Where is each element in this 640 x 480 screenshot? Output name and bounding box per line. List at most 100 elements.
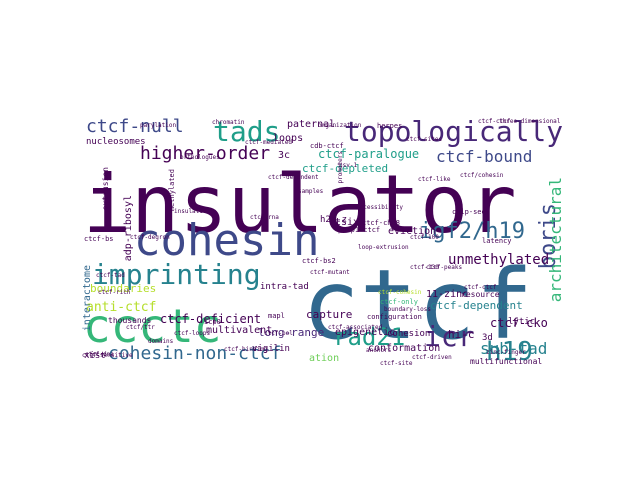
word-interactome: interactome — [82, 265, 93, 332]
word-architectural: architectural — [546, 177, 563, 303]
word-ctcf-mutant: ctcf-mutant — [310, 269, 350, 276]
word-ctcf-driven: ctcf-driven — [412, 354, 452, 361]
word-tsix: tsix — [335, 217, 360, 228]
word-chromatin: chromatin — [212, 119, 245, 126]
word-vigilin: vigilin — [252, 344, 290, 354]
word-samples: samples — [298, 188, 324, 195]
word-lytic: lytic — [508, 317, 536, 327]
word-ctcf-dependent-2: ctcf-dependent — [268, 174, 319, 181]
word-higher-order: higher-order — [140, 143, 271, 164]
word-insulated: insulated — [174, 208, 207, 215]
word-ctcf-bound: ctcf-bound — [436, 147, 533, 166]
word-ctcf-like: ctcf-like — [418, 176, 451, 183]
word-methylated: methylated — [168, 169, 176, 212]
word-unmethylated: unmethylated — [448, 252, 550, 268]
word-ctcf-dna: ctcf-dna — [85, 351, 114, 358]
word-domains: domains — [148, 338, 174, 345]
word-promoters: promoters — [337, 151, 344, 184]
word-cohesin-non-ctcf: cohesin-non-ctcf — [108, 343, 282, 364]
word-paternal: paternal — [287, 119, 336, 130]
word-icp0: icp0 — [204, 318, 221, 326]
word-adp-ribosyl: adp-ribosyl — [123, 195, 134, 262]
word-chip-seq: chip-seq — [452, 208, 486, 216]
word-long-range: long-range — [258, 326, 325, 339]
word-thousands: thousands — [108, 316, 152, 325]
word-epigenetic: epigenetic — [335, 327, 396, 338]
word-ctcf-deficient: ctcf-deficient — [160, 312, 262, 326]
word-ctcf-mediated: ctcf-mediated — [245, 139, 292, 146]
word-ctcf-degron: ctcf-degron — [130, 234, 170, 241]
word-ctcf-bs: ctcf-bs — [84, 235, 114, 243]
word-ctcf-bs2: ctcf-bs2 — [302, 257, 336, 265]
word-loops: loops — [273, 133, 304, 144]
word-boundary-loss: boundary-loss — [384, 306, 431, 313]
word-resource: resource — [461, 290, 500, 299]
word-cdb-ctcf: cdb-ctcf — [310, 142, 344, 150]
word-three-dimensional: three-dimensional — [499, 118, 561, 125]
word-cohesion: cohesion — [387, 329, 431, 339]
word-ctcf-tad: ctcf-tad — [96, 272, 125, 279]
word-ctcf-site: ctcf-site — [380, 360, 413, 366]
word-ctcf-paralogue: ctcf-paralogue — [318, 147, 420, 161]
word-ctcf-only: ctcf-only — [380, 298, 418, 306]
word-ctcf-rna: ctcf-rna — [250, 214, 279, 221]
word-ctcf-sites: ctcf-sites — [406, 136, 443, 143]
word-ctcf-rich: ctcf-rich — [98, 289, 131, 296]
word-ctcf-peaks: ctcf-peaks — [426, 264, 463, 271]
word-eviction: eviction — [388, 226, 437, 237]
word-tads: tads — [213, 115, 281, 148]
word-hsv-1: hsv-1 — [339, 162, 358, 169]
word-3c: 3c — [278, 150, 291, 161]
word-icr: icr — [424, 320, 475, 353]
word-igf2-h19: igf2/h19 — [419, 219, 525, 244]
word-imprinting: imprinting — [92, 258, 261, 291]
word-multivalent: multivalent — [206, 325, 273, 336]
word-herpes: herpes — [377, 122, 403, 130]
word-hi-c: hi-c — [448, 328, 475, 341]
word-loop-extrusion: loop-extrusion — [358, 244, 409, 251]
word-cloud: insulator ctcf cohesin ccctc topologically im… — [80, 115, 563, 365]
word-nucleosomes: nucleosomes — [86, 137, 146, 147]
word-conformation: conformation — [368, 343, 441, 354]
word-capture: capture — [306, 308, 353, 321]
word-parylation: parylation — [140, 122, 177, 129]
word-ctcf-cko: ctcf-cko — [490, 316, 548, 330]
word-ctcf-chd8: ctcf-chd8 — [362, 219, 400, 227]
word-extrusion: extrusion — [101, 167, 110, 211]
word-ctcf-associated: ctcf-associated — [328, 324, 383, 331]
word-ccctc: ccctc — [83, 299, 222, 353]
word-ctcf-sensitive: ctcf-sensitive — [82, 352, 133, 359]
word-ctcf-ctcf-2: ctcf-ctcf — [464, 284, 497, 291]
word-ation: ation — [309, 353, 340, 364]
word-ctcf-depleted: ctcf-depleted — [302, 162, 389, 175]
word-ctcf-ttr: ctcf/ttr — [126, 324, 155, 331]
word-ctcf-null: ctcf-null — [86, 116, 184, 137]
word-3d: 3d — [482, 333, 493, 343]
word-cohesin: cohesin — [134, 215, 320, 266]
word-ctcf-ctcf: ctcf-ctcf — [478, 118, 511, 125]
word-organization: organization — [318, 122, 362, 129]
word-zinc-finger: zinc-finger — [486, 349, 526, 356]
word-configuration: configuration — [367, 313, 422, 321]
word-ctcf-pol: ctcf-pol — [264, 330, 293, 337]
word-multifunctional: multifunctional — [470, 357, 543, 366]
word-ctcf-cohesin: ctcf-cohesin — [378, 289, 422, 296]
word-ctcf-130: ctcf-130 — [410, 264, 439, 271]
word-h19: h19 — [486, 337, 533, 365]
word-xist: xist — [84, 351, 106, 361]
word-h2a-z: h2a.z — [320, 215, 348, 225]
word-mapl: mapl — [268, 312, 285, 320]
word-intra-tad: intra-tad — [260, 282, 309, 292]
word-accessibility: accessibility — [356, 204, 403, 211]
word-rad21: rad21 — [333, 323, 406, 351]
word-anti-ctcf: anti-ctcf — [86, 300, 157, 315]
word-topologically: topologically — [344, 115, 563, 148]
word-ctcf: ctcf — [302, 249, 534, 361]
word-orthologues: orthologues — [180, 154, 220, 161]
word-insulator: insulator — [83, 158, 517, 251]
word-parp1-ctcf: parp1-ctcf — [338, 226, 381, 234]
word-latency: latency — [482, 237, 512, 245]
word-ctcf-binding: ctcf-binding — [224, 346, 268, 353]
word-boundaries: boundaries — [90, 282, 157, 295]
word-ctcf-100: ctcf-100 — [410, 234, 439, 241]
